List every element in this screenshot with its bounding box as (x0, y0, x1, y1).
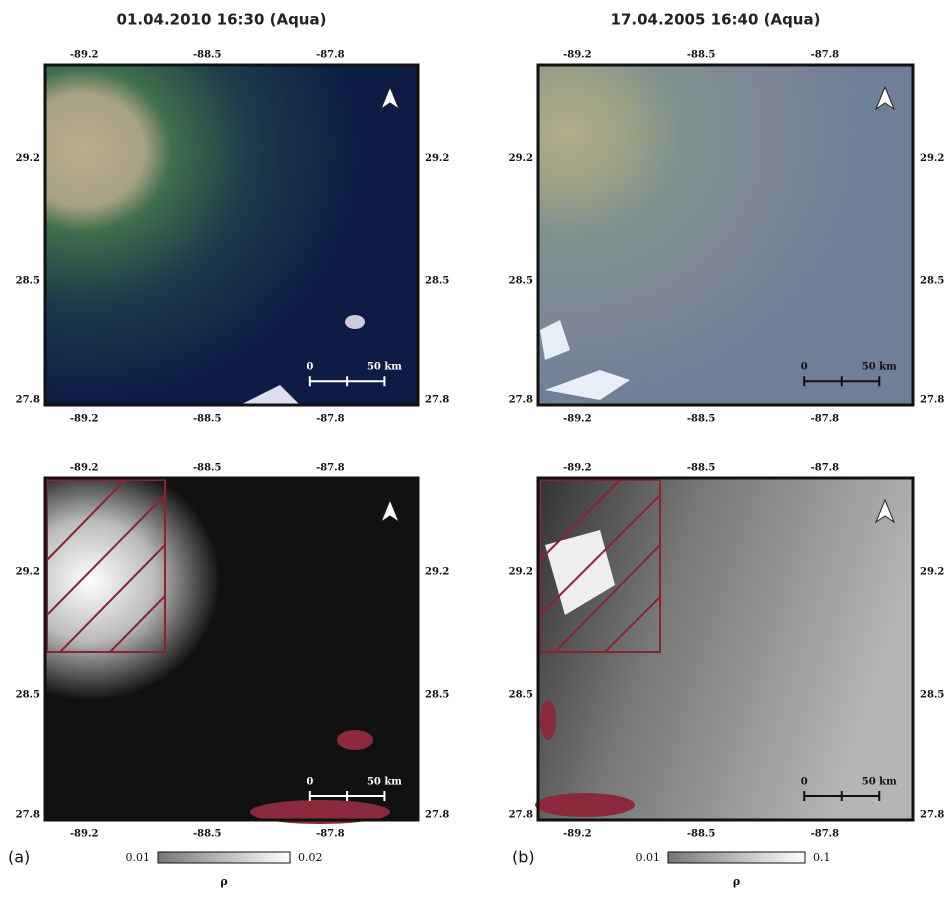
lat-tick-label: 29.2 (509, 567, 533, 578)
north-arrow (874, 498, 896, 524)
map-frame (536, 476, 915, 822)
cloud (240, 385, 300, 405)
scale-label: 50 km (862, 362, 897, 373)
lat-tick-label: 27.8 (425, 809, 449, 820)
glint-area (337, 730, 373, 750)
lat-tick-label: 28.5 (509, 690, 533, 701)
reflectance-image (538, 478, 913, 820)
scale-bar (803, 791, 881, 802)
lon-tick-label: -87.8 (811, 414, 840, 425)
satellite-image (538, 65, 913, 405)
lon-tick-label: -89.2 (70, 463, 99, 474)
colorbar-symbol: ρ (733, 875, 740, 888)
glint-area (250, 800, 390, 824)
colorbar-max: 0.02 (298, 851, 323, 864)
lat-tick-label: 27.8 (509, 394, 533, 405)
hatched-box (46, 479, 661, 653)
lon-tick-label: -87.8 (316, 463, 345, 474)
lat-tick-label: 28.5 (16, 275, 40, 286)
scale-label: 50 km (367, 362, 402, 373)
lat-tick-label: 27.8 (16, 809, 40, 820)
panel-title: 17.04.2005 16:40 (Aqua) (611, 11, 821, 29)
images (45, 65, 913, 824)
cloud (545, 370, 630, 400)
scale-label: 0 (306, 362, 313, 373)
colorbar-max: 0.1 (813, 851, 831, 864)
lat-tick-label: 29.2 (425, 153, 449, 164)
lat-tick-label: 27.8 (509, 809, 533, 820)
lat-tick-label: 29.2 (16, 153, 40, 164)
scale-label: 0 (801, 777, 808, 788)
lat-tick-label: 28.5 (920, 690, 944, 701)
cloud (345, 315, 365, 329)
lon-tick-label: -87.8 (811, 50, 840, 61)
map-frame (43, 63, 420, 407)
north-arrow (379, 498, 401, 524)
colorbar-symbol: ρ (220, 875, 227, 888)
colorbar (157, 851, 291, 864)
lat-tick-label: 27.8 (425, 394, 449, 405)
map-frame (43, 476, 420, 822)
lat-tick-label: 29.2 (425, 567, 449, 578)
cloud (540, 320, 570, 360)
lon-tick-label: -89.2 (563, 829, 592, 840)
reflectance-image (45, 478, 418, 820)
lon-tick-label: -88.5 (687, 829, 716, 840)
map-frame (536, 63, 915, 407)
scale-bar (308, 791, 386, 802)
lon-tick-label: -89.2 (70, 829, 99, 840)
lon-tick-label: -88.5 (687, 463, 716, 474)
north-arrow (379, 85, 401, 111)
lat-tick-label: 27.8 (920, 394, 944, 405)
lon-tick-label: -87.8 (316, 829, 345, 840)
scale-bar (308, 376, 386, 387)
scale-bar (803, 376, 881, 387)
panel-label: (b) (512, 848, 535, 867)
lon-tick-label: -89.2 (70, 50, 99, 61)
lat-tick-label: 29.2 (920, 153, 944, 164)
colorbar-min: 0.01 (126, 851, 151, 864)
lon-tick-label: -87.8 (316, 414, 345, 425)
colorbar (667, 851, 806, 864)
lat-tick-label: 27.8 (16, 394, 40, 405)
lat-tick-label: 27.8 (920, 809, 944, 820)
lon-tick-label: -88.5 (687, 50, 716, 61)
north-arrow (874, 85, 896, 111)
lat-tick-label: 29.2 (16, 567, 40, 578)
panel-label: (a) (8, 848, 30, 867)
lon-tick-label: -89.2 (563, 414, 592, 425)
lon-tick-label: -88.5 (687, 414, 716, 425)
scale-label: 50 km (862, 777, 897, 788)
lon-tick-label: -87.8 (811, 829, 840, 840)
glint-area (540, 700, 556, 740)
lon-tick-label: -89.2 (70, 414, 99, 425)
lat-tick-label: 28.5 (425, 690, 449, 701)
panel-title: 01.04.2010 16:30 (Aqua) (117, 11, 327, 29)
lat-tick-label: 29.2 (509, 153, 533, 164)
scale-label: 0 (306, 777, 313, 788)
lat-tick-label: 28.5 (509, 275, 533, 286)
lat-tick-label: 28.5 (16, 690, 40, 701)
lon-tick-label: -88.5 (193, 50, 222, 61)
colorbar-min: 0.01 (636, 851, 661, 864)
lat-tick-label: 29.2 (920, 567, 944, 578)
scale-label: 0 (801, 362, 808, 373)
lat-tick-label: 28.5 (425, 275, 449, 286)
lon-tick-label: -87.8 (811, 463, 840, 474)
lon-tick-label: -87.8 (316, 50, 345, 61)
lon-tick-label: -88.5 (193, 829, 222, 840)
scale-label: 50 km (367, 777, 402, 788)
lon-tick-label: -89.2 (563, 50, 592, 61)
satellite-image (45, 65, 418, 405)
lon-tick-label: -88.5 (193, 414, 222, 425)
lon-tick-label: -88.5 (193, 463, 222, 474)
glint-area (535, 793, 635, 817)
lat-tick-label: 28.5 (920, 275, 944, 286)
lon-tick-label: -89.2 (563, 463, 592, 474)
